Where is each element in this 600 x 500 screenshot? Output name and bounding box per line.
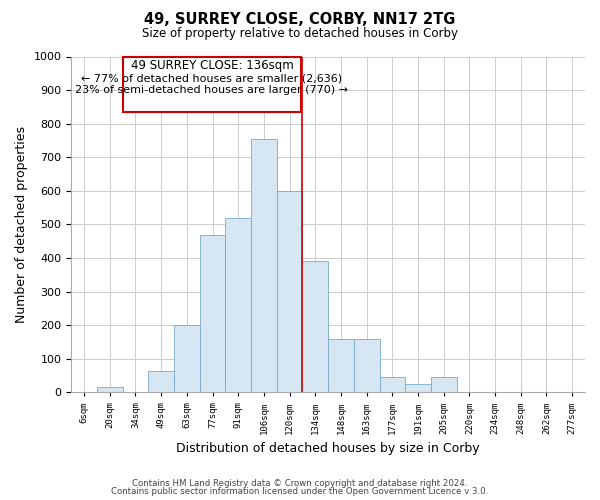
Text: 49, SURREY CLOSE, CORBY, NN17 2TG: 49, SURREY CLOSE, CORBY, NN17 2TG [145,12,455,28]
Bar [251,139,277,392]
Bar [97,388,122,392]
Bar [174,325,200,392]
Text: Size of property relative to detached houses in Corby: Size of property relative to detached ho… [142,28,458,40]
Bar [200,234,226,392]
Bar [302,262,328,392]
Text: 49 SURREY CLOSE: 136sqm: 49 SURREY CLOSE: 136sqm [131,60,293,72]
Bar [122,56,301,112]
Bar [148,370,174,392]
Bar [380,378,405,392]
Bar [328,338,354,392]
X-axis label: Distribution of detached houses by size in Corby: Distribution of detached houses by size … [176,442,480,455]
Bar [405,384,431,392]
Text: 23% of semi-detached houses are larger (770) →: 23% of semi-detached houses are larger (… [76,85,349,95]
Text: Contains public sector information licensed under the Open Government Licence v : Contains public sector information licen… [112,487,488,496]
Bar [226,218,251,392]
Text: ← 77% of detached houses are smaller (2,636): ← 77% of detached houses are smaller (2,… [82,74,343,84]
Bar [277,191,302,392]
Y-axis label: Number of detached properties: Number of detached properties [15,126,28,323]
Bar [354,338,380,392]
Text: Contains HM Land Registry data © Crown copyright and database right 2024.: Contains HM Land Registry data © Crown c… [132,478,468,488]
Bar [431,378,457,392]
